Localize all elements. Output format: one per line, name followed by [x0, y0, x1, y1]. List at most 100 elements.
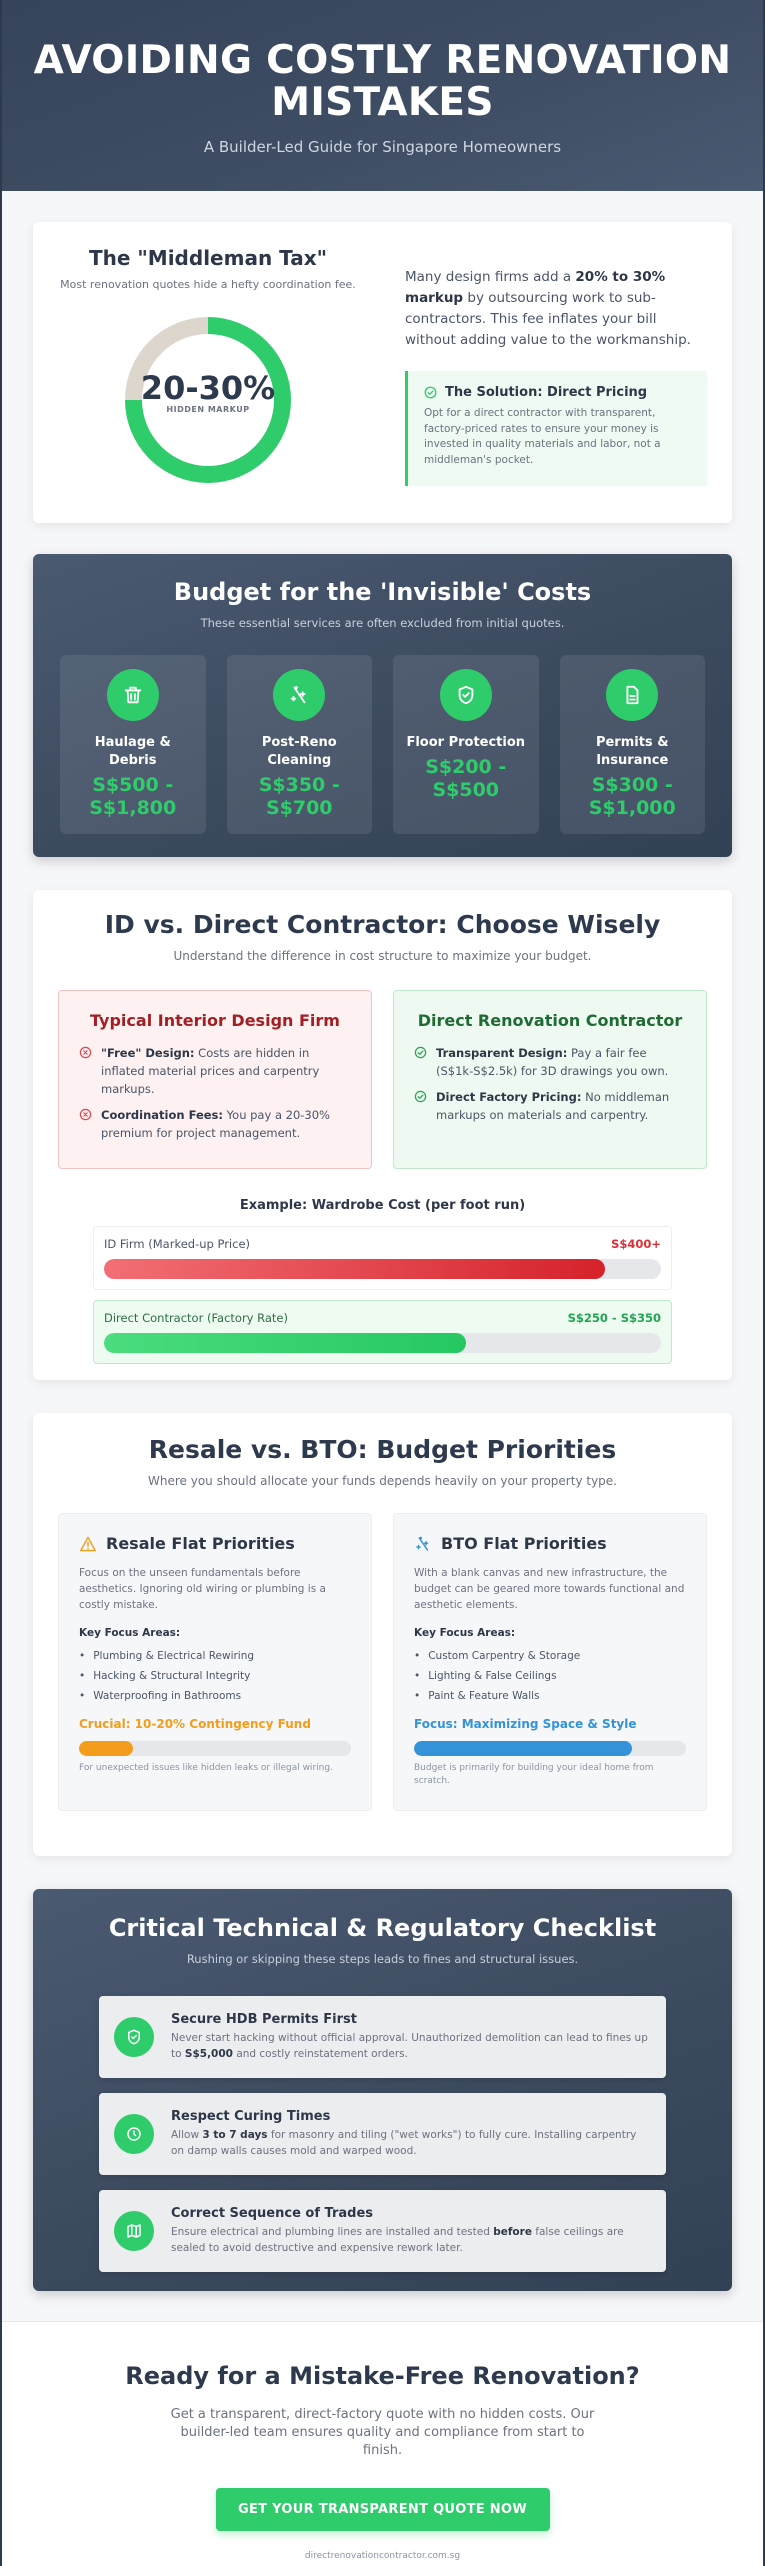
clock-icon	[114, 2114, 154, 2154]
contingency-bar-fill	[79, 1741, 134, 1756]
checklist-item-title: Correct Sequence of Trades	[171, 2206, 374, 2221]
list-item: Lighting & False Ceilings	[414, 1669, 686, 1683]
invisible-costs-section: Budget for the 'Invisible' Costs These e…	[33, 554, 732, 857]
priorities-subtitle: Where you should allocate your funds dep…	[148, 1474, 617, 1488]
cost-name: Floor Protection	[406, 735, 526, 750]
cta-title: Ready for a Mistake-Free Renovation?	[125, 2362, 640, 2390]
id-firm-price-bar: ID Firm (Marked-up Price) S$400+	[93, 1226, 672, 1290]
checklist-item-title: Respect Curing Times	[171, 2109, 331, 2124]
cost-card-grid: Haulage & Debris S$500 - S$1,800 Post-Re…	[33, 655, 732, 834]
checklist-item-body: Allow 3 to 7 days for masonry and tiling…	[171, 2129, 637, 2157]
donut-caption: HIDDEN MARKUP	[166, 405, 250, 414]
cost-name: Haulage & Debris	[94, 735, 171, 768]
bar-value: S$250 - S$350	[567, 1311, 661, 1325]
checklist-item-curing: Respect Curing Times Allow 3 to 7 days f…	[99, 2093, 666, 2175]
style-bar-fill	[414, 1741, 632, 1756]
warning-triangle-icon	[79, 1536, 97, 1552]
checklist-item-title: Secure HDB Permits First	[171, 2012, 357, 2027]
resale-description: Focus on the unseen fundamentals before …	[79, 1567, 326, 1611]
checklist-subtitle: Rushing or skipping these steps leads to…	[186, 1952, 579, 1966]
bar-label: ID Firm (Marked-up Price)	[104, 1237, 251, 1251]
direct-contractor-card: Direct Renovation Contractor Transparent…	[393, 990, 707, 1169]
id-firm-card: Typical Interior Design Firm "Free" Desi…	[58, 990, 372, 1169]
cost-card-cleaning: Post-Reno Cleaning S$350 - S$700	[226, 655, 372, 834]
cost-card-haulage: Haulage & Debris S$500 - S$1,800	[60, 655, 206, 834]
x-circle-icon	[79, 1046, 92, 1098]
middleman-lead: Many design firms add a 20% to 30% marku…	[405, 269, 691, 348]
invisible-costs-subtitle: These essential services are often exclu…	[200, 616, 565, 630]
document-icon	[606, 669, 659, 721]
list-item: Paint & Feature Walls	[414, 1689, 686, 1703]
middleman-explanation: Many design firms add a 20% to 30% marku…	[383, 222, 707, 523]
bto-priorities-card: BTO Flat Priorities With a blank canvas …	[393, 1513, 707, 1811]
invisible-costs-title: Budget for the 'Invisible' Costs	[173, 578, 592, 606]
shield-check-icon	[114, 2017, 154, 2057]
comparison-subtitle: Understand the difference in cost struct…	[173, 949, 592, 963]
resale-focus-label: Crucial: 10-20% Contingency Fund	[79, 1717, 311, 1731]
resale-priorities-card: Resale Flat Priorities Focus on the unse…	[58, 1513, 372, 1811]
list-item: Direct Factory Pricing: No middleman mar…	[414, 1088, 686, 1124]
bto-note: Budget is primarily for building your id…	[414, 1763, 654, 1786]
donut-value: 20-30%	[140, 369, 276, 407]
priorities-section: Resale vs. BTO: Budget Priorities Where …	[33, 1413, 732, 1856]
bar-label: Direct Contractor (Factory Rate)	[104, 1311, 288, 1325]
key-focus-label: Key Focus Areas:	[79, 1627, 181, 1639]
list-item: Hacking & Structural Integrity	[79, 1669, 351, 1683]
checklist-item-permits: Secure HDB Permits First Never start hac…	[99, 1996, 666, 2078]
checklist-item-sequence: Correct Sequence of Trades Ensure electr…	[99, 2190, 666, 2272]
sparkle-wand-icon	[273, 669, 326, 721]
middleman-summary: The "Middleman Tax" Most renovation quot…	[33, 222, 383, 523]
comparison-columns: Typical Interior Design Firm "Free" Desi…	[33, 990, 732, 1169]
list-item: "Free" Design: Costs are hidden in infla…	[79, 1044, 351, 1098]
list-item: Transparent Design: Pay a fair fee (S$1k…	[414, 1044, 686, 1080]
check-circle-icon	[414, 1046, 427, 1080]
cost-card-floor-protection: Floor Protection S$200 - S$500	[393, 655, 539, 834]
bto-focus-label: Focus: Maximizing Space & Style	[414, 1717, 637, 1731]
checklist-item-body: Never start hacking without official app…	[171, 2032, 648, 2060]
solution-title: The Solution: Direct Pricing	[445, 385, 648, 400]
check-circle-icon	[414, 1090, 427, 1124]
cost-card-permits: Permits & Insurance S$300 - S$1,000	[559, 655, 705, 834]
list-item: Plumbing & Electrical Rewiring	[79, 1649, 351, 1663]
checklist-item-body: Ensure electrical and plumbing lines are…	[171, 2226, 624, 2254]
comparison-title: ID vs. Direct Contractor: Choose Wisely	[104, 910, 661, 939]
cta-body: Get a transparent, direct-factory quote …	[170, 2407, 595, 2458]
middleman-tax-section: The "Middleman Tax" Most renovation quot…	[33, 222, 732, 523]
markup-donut-chart: 20-30% HIDDEN MARKUP	[125, 317, 291, 483]
resale-title: Resale Flat Priorities	[106, 1534, 295, 1553]
trash-icon	[106, 669, 159, 721]
direct-contractor-title: Direct Renovation Contractor	[417, 1011, 683, 1030]
page-subtitle: A Builder-Led Guide for Singapore Homeow…	[203, 138, 562, 156]
x-circle-icon	[79, 1108, 92, 1142]
list-item: Custom Carpentry & Storage	[414, 1649, 686, 1663]
checklist-section: Critical Technical & Regulatory Checklis…	[33, 1889, 732, 2291]
shield-check-icon	[439, 669, 492, 721]
cost-price: S$200 - S$500	[425, 756, 507, 801]
get-quote-button[interactable]: GET YOUR TRANSPARENT QUOTE NOW	[215, 2488, 550, 2531]
cta-footer: Ready for a Mistake-Free Renovation? Get…	[2, 2321, 763, 2566]
solution-body: Opt for a direct contractor with transpa…	[424, 407, 661, 466]
priorities-title: Resale vs. BTO: Budget Priorities	[148, 1435, 617, 1464]
key-focus-label: Key Focus Areas:	[414, 1627, 516, 1639]
id-firm-title: Typical Interior Design Firm	[90, 1011, 340, 1030]
comparison-section: ID vs. Direct Contractor: Choose Wisely …	[33, 890, 732, 1380]
direct-contractor-price-bar: Direct Contractor (Factory Rate) S$250 -…	[93, 1300, 672, 1364]
sparkle-wand-icon	[414, 1535, 432, 1553]
middleman-subtitle: Most renovation quotes hide a hefty coor…	[60, 278, 356, 291]
bar-value: S$400+	[611, 1237, 661, 1251]
cost-price: S$500 - S$1,800	[89, 774, 177, 819]
wardrobe-example-title: Example: Wardrobe Cost (per foot run)	[239, 1198, 526, 1213]
website-link[interactable]: directrenovationcontractor.com.sg	[304, 2551, 461, 2561]
cost-name: Post-Reno Cleaning	[261, 735, 337, 768]
cost-price: S$350 - S$700	[258, 774, 340, 819]
page-title: AVOIDING COSTLY RENOVATION MISTAKES	[33, 38, 732, 125]
checklist-title: Critical Technical & Regulatory Checklis…	[108, 1914, 657, 1942]
hero-header: AVOIDING COSTLY RENOVATION MISTAKES A Bu…	[2, 0, 763, 191]
middleman-title: The "Middleman Tax"	[88, 246, 328, 270]
list-item: Coordination Fees: You pay a 20-30% prem…	[79, 1106, 351, 1142]
bar-fill	[104, 1259, 606, 1279]
solution-callout: The Solution: Direct Pricing Opt for a d…	[405, 371, 707, 486]
bto-description: With a blank canvas and new infrastructu…	[414, 1567, 685, 1611]
check-circle-icon	[424, 386, 437, 399]
